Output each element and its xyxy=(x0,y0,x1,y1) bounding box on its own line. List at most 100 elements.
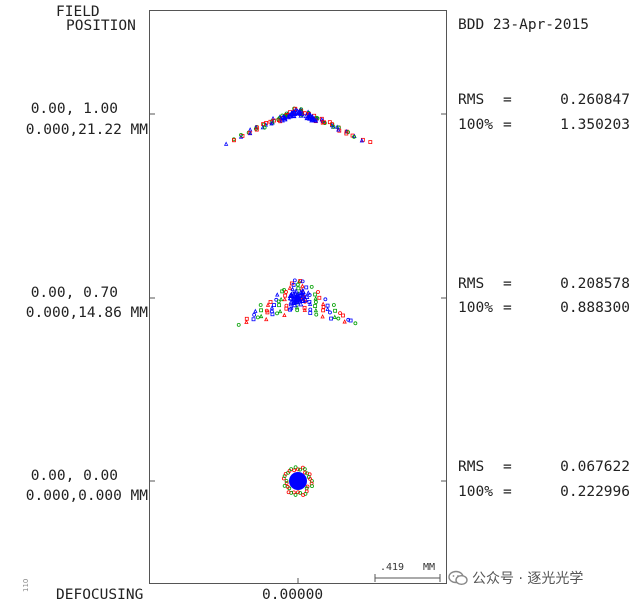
spot-point xyxy=(310,479,314,483)
spot-point xyxy=(321,305,326,309)
spot-point xyxy=(248,127,253,132)
spot-point xyxy=(314,312,319,317)
spot-point xyxy=(304,285,309,290)
spot-point xyxy=(291,297,297,303)
spot-point xyxy=(258,303,263,307)
on-axis-spot-core xyxy=(289,472,307,490)
spot-point xyxy=(308,476,312,481)
spot-point xyxy=(333,308,338,313)
full-label: 100% xyxy=(458,484,493,500)
rms-label: RMS xyxy=(458,276,485,292)
spot-point xyxy=(291,291,297,297)
watermark: 公众号 · 逐光光学 xyxy=(448,568,583,588)
spot-point xyxy=(293,288,299,294)
spot-point xyxy=(280,289,285,294)
full-value: 0.888300 xyxy=(560,300,630,316)
spot-point xyxy=(265,302,271,307)
spot-point xyxy=(313,300,318,304)
spot-point xyxy=(259,308,263,313)
spot-point xyxy=(328,310,332,315)
rms-label: RMS xyxy=(458,459,485,475)
spot-point xyxy=(288,299,294,305)
spot-point xyxy=(292,278,297,283)
spot-point xyxy=(295,282,300,287)
spot-point xyxy=(327,120,332,125)
spot-point xyxy=(280,114,286,120)
field-3-mm: 0.000,0.000 MM xyxy=(25,488,148,504)
full-label: 100% xyxy=(458,300,493,316)
spot-point xyxy=(300,279,305,284)
spot-point xyxy=(262,125,267,130)
spot-point xyxy=(282,296,287,302)
spot-point xyxy=(300,283,305,288)
rms-value: 0.260847 xyxy=(560,92,630,108)
spot-point xyxy=(320,314,325,319)
spot-point xyxy=(274,297,279,302)
spot-point xyxy=(276,299,281,304)
spot-point xyxy=(286,490,291,495)
spot-point xyxy=(291,282,296,287)
field-3-normalized: 0.00, 0.00 xyxy=(30,468,118,484)
spot-point xyxy=(296,295,302,301)
spot-point xyxy=(296,490,300,495)
spot-point xyxy=(336,316,341,321)
spot-point xyxy=(272,303,276,308)
spot-point xyxy=(264,316,269,322)
wechat-icon xyxy=(448,570,468,586)
spot-point xyxy=(313,307,319,313)
spot-point xyxy=(281,114,288,120)
spot-point xyxy=(284,481,289,485)
field-header-line2: POSITION xyxy=(66,18,136,34)
spot-point xyxy=(311,116,318,123)
spot-point xyxy=(284,303,289,308)
spot-point xyxy=(353,321,358,326)
spot-point xyxy=(331,303,336,307)
spot-point xyxy=(325,306,330,312)
spot-point xyxy=(296,467,300,472)
spot-point xyxy=(244,316,249,321)
spot-point xyxy=(294,294,300,300)
spot-point xyxy=(287,285,293,290)
spot-point xyxy=(336,127,341,132)
spot-point xyxy=(304,114,310,121)
scale-bar: .419 MM xyxy=(374,562,441,582)
field-2-mm: 0.000,14.86 MM xyxy=(25,305,148,321)
full-equals: = xyxy=(503,117,512,133)
spot-point xyxy=(295,308,300,313)
spot-point xyxy=(295,298,301,305)
spot-point xyxy=(288,292,294,298)
spot-point xyxy=(278,296,284,302)
spot-point xyxy=(269,121,274,126)
spot-point xyxy=(284,479,289,483)
scale-bar-unit: MM xyxy=(423,562,435,573)
spot-point xyxy=(344,131,349,136)
spot-point xyxy=(248,130,253,136)
spot-point xyxy=(332,314,337,319)
spot-point xyxy=(291,299,297,305)
spot-point xyxy=(302,467,307,472)
field-1-normalized: 0.00, 1.00 xyxy=(30,101,118,117)
spot-point xyxy=(313,296,318,301)
spot-point xyxy=(284,290,288,294)
spot-point xyxy=(307,293,312,297)
rms-equals: = xyxy=(503,92,512,108)
spot-point xyxy=(236,322,241,327)
spot-point xyxy=(288,307,292,312)
spot-point xyxy=(265,310,270,315)
scale-bar-value: .419 xyxy=(380,562,404,573)
defocusing-value: 0.00000 xyxy=(262,587,324,603)
spot-point xyxy=(317,295,322,300)
spot-point xyxy=(307,301,313,306)
spot-point xyxy=(308,311,313,315)
field-1-mm: 0.000,21.22 MM xyxy=(25,122,148,138)
spot-point xyxy=(277,308,283,314)
spot-point xyxy=(359,138,364,143)
spot-point xyxy=(337,128,342,133)
spot-point xyxy=(293,493,298,497)
spot-point xyxy=(298,279,303,283)
spot-point xyxy=(348,318,353,323)
spot-point xyxy=(277,303,282,308)
spot-point xyxy=(254,127,259,132)
spot-point xyxy=(282,483,287,488)
